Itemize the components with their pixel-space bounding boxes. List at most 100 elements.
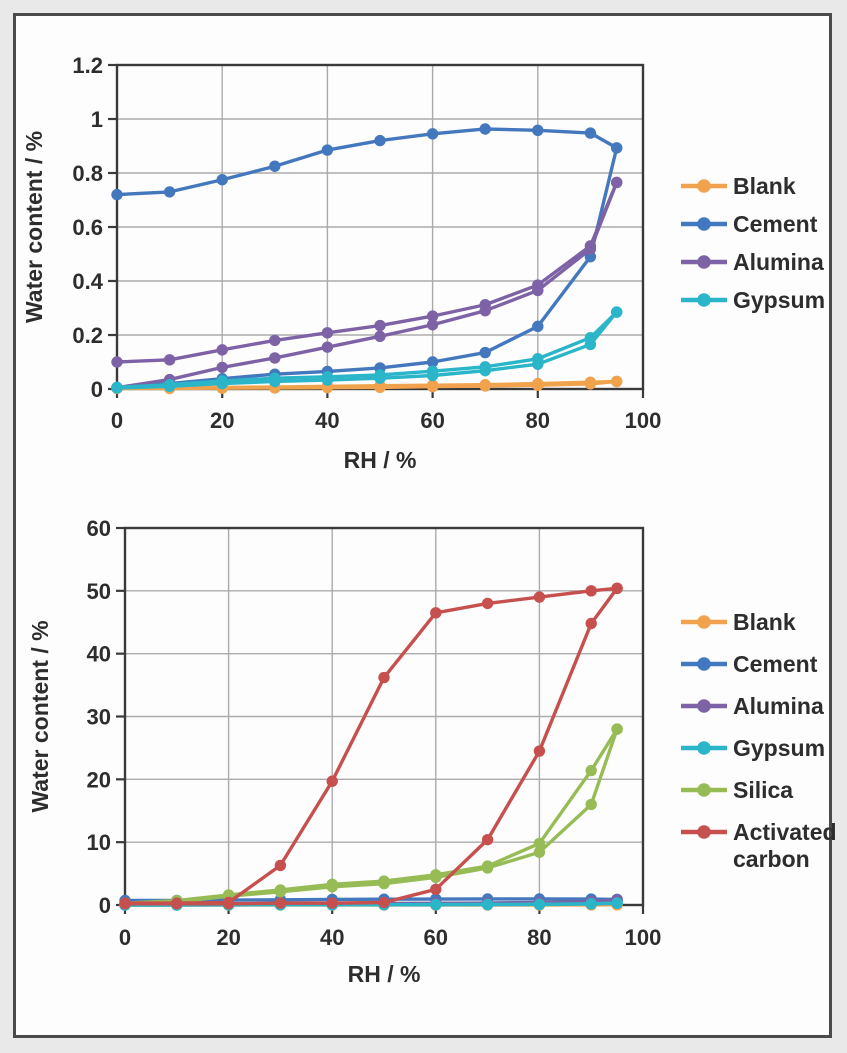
y-tick-label: 0.8: [72, 161, 103, 186]
legend-label: Blank: [733, 609, 796, 635]
marker-cement: [374, 134, 386, 147]
marker-cement: [111, 188, 123, 201]
marker-gypsum: [584, 338, 597, 351]
marker-gypsum: [585, 898, 597, 910]
marker-activated-carbon: [222, 898, 235, 910]
x-axis-title: RH / %: [344, 447, 417, 473]
marker-cement: [321, 144, 334, 156]
marker-gypsum: [163, 380, 176, 392]
x-tick-label: 80: [526, 408, 550, 433]
legend-dot-marker: [697, 657, 711, 671]
y-tick-label: 0.6: [72, 215, 103, 240]
legend-label: Blank: [733, 173, 796, 199]
legend-label: Gypsum: [733, 287, 825, 313]
marker-cement: [532, 320, 544, 333]
y-tick-label: 0: [99, 893, 111, 918]
marker-gypsum: [111, 382, 123, 394]
legend: Blank Cement Alumina Gypsum Silica Activated c…: [681, 609, 837, 872]
legend-dot-marker: [697, 741, 711, 755]
x-tick-label: 40: [315, 408, 339, 433]
marker-alumina: [269, 352, 281, 364]
marker-activated-carbon: [481, 833, 494, 846]
marker-blank: [584, 378, 597, 390]
legend-item-cement: Cement: [681, 651, 818, 677]
x-tick-label: 80: [527, 925, 551, 950]
marker-gypsum: [430, 898, 442, 911]
marker-alumina: [216, 344, 228, 356]
marker-cement: [269, 160, 281, 172]
marker-silica: [430, 871, 442, 884]
legend-item-gypsum: Gypsum: [681, 735, 825, 761]
marker-silica: [274, 886, 287, 898]
marker-silica: [481, 862, 494, 874]
marker-alumina: [374, 319, 386, 332]
x-tick-label: 0: [111, 408, 123, 433]
marker-cement: [426, 128, 439, 140]
marker-activated-carbon: [430, 883, 442, 895]
legend-dot-marker: [697, 293, 711, 307]
marker-activated-carbon: [533, 591, 546, 603]
marker-gypsum: [611, 306, 623, 318]
marker-alumina: [584, 243, 597, 255]
marker-silica: [533, 837, 546, 850]
marker-blank: [374, 381, 386, 394]
marker-silica: [378, 877, 390, 890]
marker-activated-carbon: [326, 897, 338, 909]
legend-item-alumina: Alumina: [681, 693, 824, 719]
legend-label: Alumina: [733, 693, 824, 719]
marker-activated-carbon: [326, 775, 338, 787]
marker-gypsum: [533, 898, 546, 911]
marker-silica: [611, 723, 623, 735]
marker-alumina: [426, 319, 439, 331]
y-tick-label: 1: [91, 107, 103, 132]
x-tick-label: 20: [216, 925, 240, 950]
legend-dot-marker: [697, 783, 711, 797]
legend-label: Activated carbon: [733, 819, 837, 872]
marker-activated-carbon: [585, 617, 597, 630]
legend-dot-marker: [697, 217, 711, 231]
y-tick-label: 40: [87, 642, 111, 667]
x-tick-label: 100: [625, 408, 662, 433]
marker-activated-carbon: [611, 582, 623, 595]
marker-activated-carbon: [378, 671, 390, 684]
y-tick-label: 30: [87, 705, 111, 730]
marker-blank: [611, 375, 623, 388]
marker-activated-carbon: [274, 897, 287, 909]
marker-blank: [479, 380, 491, 392]
legend-item-gypsum: Gypsum: [681, 287, 825, 313]
marker-activated-carbon: [585, 585, 597, 597]
marker-gypsum: [269, 375, 281, 388]
marker-activated-carbon: [171, 898, 183, 910]
marker-cement: [584, 127, 597, 139]
marker-blank: [532, 379, 544, 391]
legend-dot-marker: [697, 825, 711, 839]
legend-item-cement: Cement: [681, 211, 818, 237]
marker-silica: [533, 846, 546, 858]
chart-1: 0 10 20 30 40 50 60 0 20 40 60 80 100 RH / % Water con…: [27, 516, 837, 987]
marker-gypsum: [426, 369, 439, 382]
x-tick-label: 100: [625, 925, 662, 950]
marker-cement: [479, 123, 491, 135]
marker-alumina: [426, 310, 439, 322]
marker-activated-carbon: [378, 896, 390, 909]
marker-gypsum: [481, 898, 494, 911]
marker-cement: [216, 174, 228, 186]
legend-dot-marker: [697, 255, 711, 269]
marker-silica: [585, 798, 597, 811]
marker-cement: [479, 346, 491, 359]
marker-alumina: [611, 176, 623, 189]
legend: Blank Cement Alumina Gypsum: [681, 173, 825, 313]
marker-cement: [426, 356, 439, 368]
x-tick-label: 20: [210, 408, 234, 433]
legend-label: Gypsum: [733, 735, 825, 761]
legend-item-blank: Blank: [681, 609, 796, 635]
legend-label: Silica: [733, 777, 793, 803]
y-tick-label: 0.2: [72, 323, 103, 348]
marker-gypsum: [611, 897, 623, 909]
marker-activated-carbon: [430, 607, 442, 619]
marker-silica: [585, 764, 597, 777]
marker-alumina: [479, 305, 491, 317]
marker-gypsum: [216, 377, 228, 390]
marker-gypsum: [479, 364, 491, 377]
